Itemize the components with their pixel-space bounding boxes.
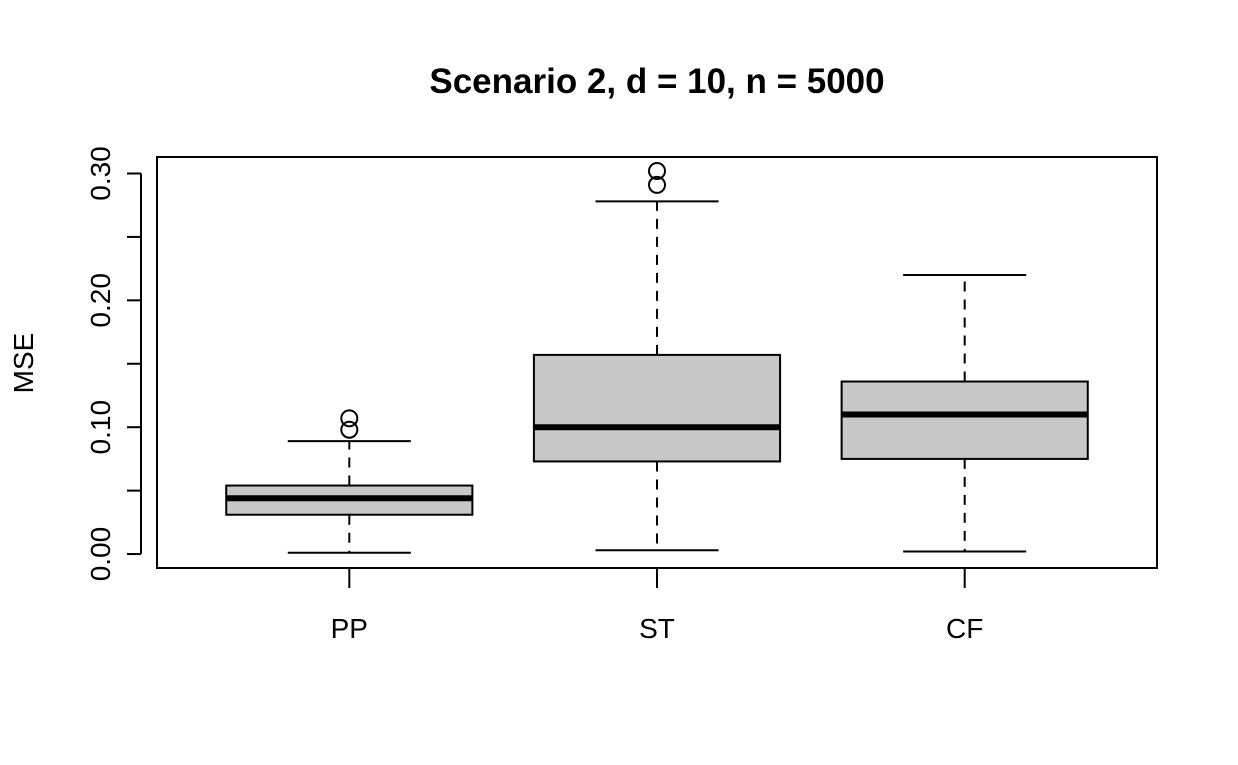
- iqr-box: [840, 380, 1089, 460]
- y-tick-label: 0.20: [85, 273, 116, 328]
- box-st: [532, 161, 782, 552]
- box-cf: [840, 273, 1089, 553]
- x-tick-label: PP: [331, 613, 368, 644]
- outlier-point: [648, 175, 666, 194]
- y-axis-label: MSE: [8, 333, 39, 394]
- outlier-point: [340, 420, 359, 439]
- chart-title: Scenario 2, d = 10, n = 5000: [429, 62, 884, 101]
- outlier-point: [340, 409, 359, 428]
- outlier-point: [648, 161, 666, 180]
- x-tick-label: CF: [946, 613, 983, 644]
- box-pp: [225, 409, 474, 554]
- boxes-group: [225, 161, 1089, 554]
- y-tick-label: 0.10: [85, 400, 116, 455]
- y-axis: 0.00 0.10 0.20 0.30: [85, 146, 142, 582]
- x-axis: PP ST CF: [331, 568, 983, 644]
- iqr-box: [532, 353, 782, 463]
- x-tick-label: ST: [639, 613, 675, 644]
- y-tick-label: 0.00: [85, 527, 116, 582]
- y-tick-label: 0.30: [85, 146, 116, 201]
